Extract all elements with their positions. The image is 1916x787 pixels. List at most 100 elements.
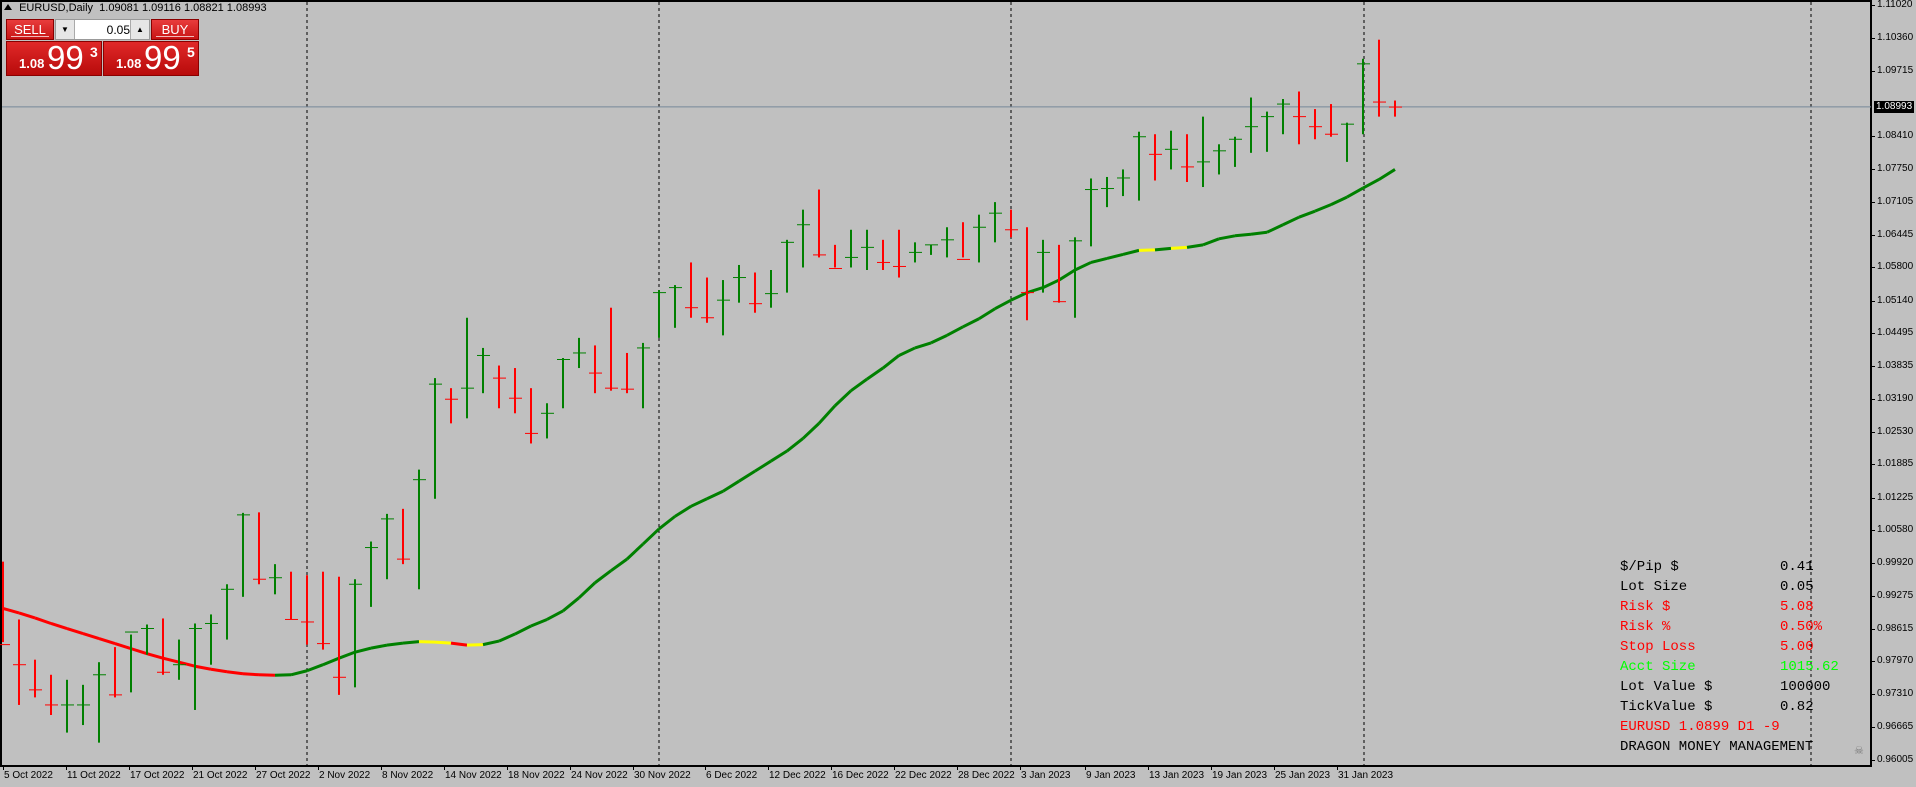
ohlc-bar (1101, 176, 1114, 208)
date-tick (1337, 766, 1338, 770)
chart-frame (0, 0, 1872, 767)
price-tick (1871, 267, 1875, 269)
lot-size-input[interactable] (75, 20, 133, 39)
ohlc-bar (605, 307, 618, 391)
ohlc-bar (925, 244, 938, 255)
ohlc-bar (1293, 91, 1306, 145)
ohlc-bar (733, 264, 746, 303)
price-tick (1871, 70, 1875, 72)
info-key: $/Pip $ (1620, 559, 1679, 575)
ohlc-bar (1373, 39, 1386, 117)
price-label: 1.07750 (1877, 163, 1914, 175)
price-label: 1.03835 (1877, 360, 1914, 372)
ohlc-bar (269, 564, 282, 595)
ohlc-bar (365, 541, 378, 607)
price-tick (1871, 661, 1875, 663)
price-tick (1871, 563, 1875, 565)
ohlc-bar (221, 584, 234, 640)
date-label: 17 Oct 2022 (130, 770, 185, 781)
ohlc-bar (813, 189, 826, 258)
ohlc-bar (1213, 144, 1226, 175)
price-label: 1.06445 (1877, 229, 1914, 241)
ohlc-bar (989, 202, 1002, 243)
price-label: 1.01885 (1877, 458, 1914, 470)
ohlc-bar (893, 229, 906, 278)
date-tick (66, 766, 67, 770)
date-tick (705, 766, 706, 770)
ohlc-bar (1197, 116, 1210, 188)
price-tick (1871, 529, 1875, 531)
ohlc-bar (1181, 134, 1194, 182)
price-label: 1.05800 (1877, 261, 1914, 273)
info-value: 0.82 (1780, 699, 1814, 715)
date-label: 13 Jan 2023 (1149, 770, 1205, 781)
price-label: 1.03190 (1877, 392, 1914, 404)
ohlc-bar (205, 614, 218, 665)
ohlc-bar (317, 571, 330, 650)
ohlc-bar (93, 662, 106, 743)
price-tick (1871, 201, 1875, 203)
ohlc-bar (1149, 134, 1162, 181)
sell-price-button[interactable]: 1.08 99 3 (6, 39, 102, 76)
date-label: 21 Oct 2022 (193, 770, 248, 781)
ohlc-bar (877, 239, 890, 270)
info-value: 1015.62 (1780, 659, 1839, 675)
price-tick (1871, 431, 1875, 433)
ohlc-bar (717, 280, 730, 336)
price-tick (1871, 694, 1875, 696)
info-value: 5.08 (1780, 599, 1814, 615)
ohlc-bar (1133, 131, 1146, 201)
lot-size-stepper[interactable]: ▼ ▲ (55, 19, 150, 40)
sell-price-fraction: 3 (90, 44, 98, 60)
date-label: 8 Nov 2022 (382, 770, 434, 781)
ohlc-bar (61, 679, 74, 733)
ohlc-bar (573, 337, 586, 369)
price-tick (1871, 5, 1875, 6)
ohlc-bar (493, 365, 506, 409)
date-label: 19 Jan 2023 (1212, 770, 1268, 781)
price-label: 1.10360 (1877, 32, 1914, 44)
info-value: 0.50% (1780, 619, 1823, 635)
price-tick (1871, 497, 1875, 499)
ohlc-bar (1037, 239, 1050, 293)
info-key: EURUSD 1.0899 D1 -9 (1620, 719, 1780, 735)
ohlc-bar (1085, 178, 1098, 247)
collapse-triangle-icon[interactable] (4, 4, 12, 10)
ohlc-bar (253, 512, 266, 585)
sell-label: SELL (14, 22, 46, 37)
ohlc-bar (1261, 111, 1274, 152)
buy-button[interactable]: BUY (151, 19, 199, 40)
price-label: 0.99275 (1877, 589, 1914, 601)
date-label: 12 Dec 2022 (769, 770, 826, 781)
price-label: 0.97970 (1877, 655, 1914, 667)
ohlc-bar (1005, 209, 1018, 238)
date-tick (831, 766, 832, 770)
ohlc-bar (1117, 169, 1130, 197)
price-tick (1871, 333, 1875, 335)
lot-increase-icon[interactable]: ▲ (130, 20, 149, 39)
info-key: DRAGON MONEY MANAGEMENT (1620, 739, 1814, 755)
ohlc-bar (749, 272, 762, 313)
date-tick (894, 766, 895, 770)
date-tick (318, 766, 319, 770)
date-tick (192, 766, 193, 770)
price-tick (1871, 726, 1875, 728)
ohlc-bar (77, 684, 90, 726)
ohlc-bar (845, 229, 858, 268)
date-tick (255, 766, 256, 770)
ohlc-bar (1325, 104, 1338, 137)
ohlc-bar (941, 227, 954, 258)
price-tick (1871, 38, 1875, 40)
buy-price-button[interactable]: 1.08 99 5 (103, 39, 199, 76)
date-tick (1085, 766, 1086, 770)
ohlc-bar (0, 561, 10, 646)
price-label: 1.02530 (1877, 425, 1914, 437)
ohlc-bar (189, 623, 202, 710)
sell-button[interactable]: SELL (6, 19, 54, 40)
price-tick (1871, 464, 1875, 466)
price-label: 1.00580 (1877, 523, 1914, 535)
lot-decrease-icon[interactable]: ▼ (56, 20, 75, 39)
ohlc-bar (413, 469, 426, 590)
ohlc-bar (1053, 244, 1066, 303)
